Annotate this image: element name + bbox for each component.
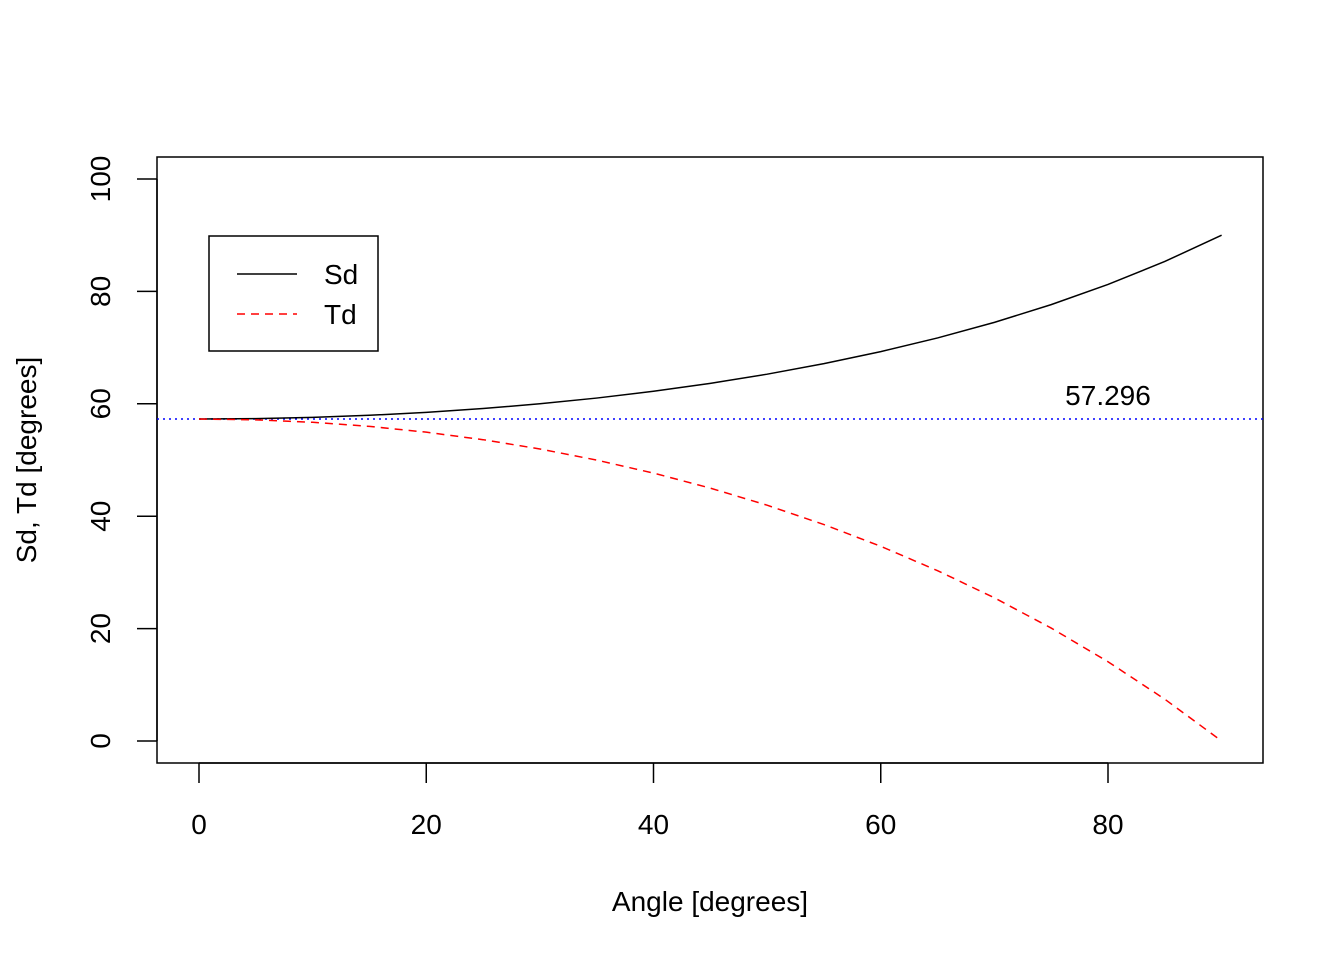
y-tick-label: 60 <box>85 388 116 419</box>
legend-label-sd: Sd <box>324 259 358 290</box>
x-tick-label: 60 <box>865 809 896 840</box>
x-tick-label: 40 <box>638 809 669 840</box>
y-tick-label: 100 <box>85 156 116 203</box>
x-axis-label: Angle [degrees] <box>612 886 808 917</box>
y-tick-label: 80 <box>85 276 116 307</box>
x-tick-label: 20 <box>411 809 442 840</box>
series-line-td <box>198 418 1223 742</box>
x-tick-label: 0 <box>191 809 207 840</box>
y-axis-label: Sd, Td [degrees] <box>11 357 42 564</box>
y-tick-label: 20 <box>85 613 116 644</box>
annotation-label: 57.296 <box>1065 380 1151 411</box>
series-line-sd <box>198 234 1222 420</box>
x-tick-label: 80 <box>1092 809 1123 840</box>
y-tick-label: 40 <box>85 501 116 532</box>
legend-box <box>208 235 379 352</box>
y-tick-label: 0 <box>85 733 116 749</box>
legend-label-td: Td <box>324 299 357 330</box>
legend: Sd Td <box>208 235 379 352</box>
